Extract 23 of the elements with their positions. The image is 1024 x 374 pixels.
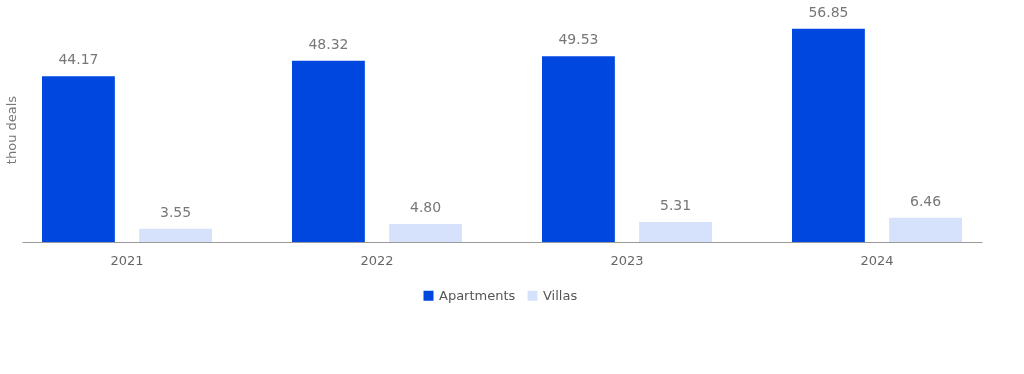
bar [42,76,115,242]
y-axis-title: thou deals [3,95,19,165]
data-label: 56.85 [808,3,849,20]
x-tick-label: 2024 [860,252,894,268]
bar [792,28,865,242]
legend-label: Villas [543,287,578,303]
legend-label: Apartments [439,287,516,303]
bar [389,224,462,242]
bar [889,217,962,242]
data-label: 5.31 [659,197,692,214]
x-tick-label: 2023 [610,252,644,268]
data-label: 48.32 [308,35,349,52]
bar [139,228,212,242]
bar [639,222,712,242]
x-tick-label: 2021 [110,252,144,268]
data-label: 49.53 [558,31,599,48]
bar [292,60,365,242]
data-label: 3.55 [159,203,192,220]
data-label: 4.80 [409,199,442,215]
data-label: 6.46 [909,192,942,209]
data-label: 44.17 [58,51,99,68]
bar [542,56,615,242]
x-tick-label: 2022 [360,252,394,268]
